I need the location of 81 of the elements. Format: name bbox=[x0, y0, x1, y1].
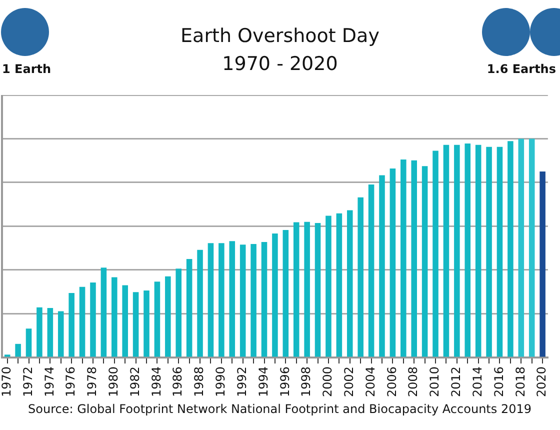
bar bbox=[314, 222, 321, 357]
bar bbox=[90, 282, 96, 357]
bar bbox=[432, 150, 438, 357]
bar bbox=[250, 244, 256, 357]
bar bbox=[58, 311, 64, 357]
bar bbox=[400, 160, 406, 357]
x-tick-label: 1984 bbox=[149, 366, 164, 398]
bar bbox=[15, 344, 21, 357]
bar bbox=[293, 222, 300, 357]
x-tick-label: 1992 bbox=[234, 366, 249, 398]
x-tick-label: 1980 bbox=[106, 366, 121, 398]
x-tick-label: 1996 bbox=[278, 366, 292, 398]
x-tick-label: 1988 bbox=[192, 366, 206, 398]
x-tick-label: 1990 bbox=[214, 366, 228, 398]
bar bbox=[197, 250, 203, 357]
bar bbox=[186, 259, 192, 357]
text: 1 Earth bbox=[2, 62, 52, 76]
bar bbox=[208, 243, 214, 357]
bar bbox=[528, 138, 535, 357]
bar bbox=[336, 213, 342, 357]
x-tick-label: 2008 bbox=[406, 366, 420, 398]
bar bbox=[368, 184, 374, 357]
bar bbox=[422, 166, 428, 357]
x-tick-label: 2002 bbox=[342, 366, 356, 398]
x-tick-label: 1986 bbox=[170, 366, 185, 398]
bar bbox=[496, 146, 503, 357]
bar bbox=[218, 243, 224, 357]
x-tick-label: 2000 bbox=[320, 366, 335, 398]
x-tick-label: 2014 bbox=[470, 366, 484, 398]
bar bbox=[486, 146, 492, 357]
x-tick-label: 1998 bbox=[299, 366, 314, 398]
x-tick-label: 1978 bbox=[85, 366, 100, 398]
bar bbox=[122, 285, 128, 357]
bar bbox=[390, 168, 396, 357]
x-tick-label: 2016 bbox=[492, 366, 506, 398]
bar bbox=[443, 144, 450, 357]
x-tick-label: 2004 bbox=[363, 366, 378, 398]
bar bbox=[358, 197, 364, 357]
bar bbox=[464, 144, 471, 357]
x-tick-label: 1994 bbox=[256, 366, 270, 398]
bar bbox=[508, 141, 514, 357]
bar bbox=[176, 268, 182, 357]
bar bbox=[26, 328, 32, 357]
bar bbox=[454, 144, 460, 357]
bar bbox=[47, 308, 54, 357]
bar bbox=[68, 292, 74, 357]
bar bbox=[540, 172, 546, 357]
bar bbox=[36, 307, 42, 357]
text: 1.6 Earths bbox=[486, 62, 556, 76]
bar bbox=[282, 230, 289, 357]
x-tick-label: 2018 bbox=[513, 366, 528, 398]
bar bbox=[79, 286, 86, 357]
x-tick-label: 2012 bbox=[449, 366, 464, 398]
bar bbox=[144, 290, 150, 357]
bar bbox=[272, 233, 278, 357]
bar bbox=[112, 277, 118, 357]
x-tick-label: 2006 bbox=[384, 366, 399, 398]
bar bbox=[379, 175, 385, 357]
bar bbox=[518, 138, 524, 357]
bar bbox=[132, 292, 139, 357]
bar bbox=[240, 244, 246, 357]
x-tick-label: 1976 bbox=[64, 366, 78, 398]
chart-subtitle: 1970 - 2020 bbox=[222, 53, 338, 75]
bar bbox=[304, 222, 310, 357]
x-tick-label: 1982 bbox=[128, 366, 142, 398]
chart-title: Earth Overshoot Day bbox=[180, 24, 380, 49]
bar bbox=[411, 160, 417, 357]
bar bbox=[326, 216, 332, 357]
bar bbox=[229, 241, 236, 357]
source-note: Source: Global Footprint Network National Footprint and Biocapacity Accounts 2019 bbox=[28, 402, 532, 416]
bar bbox=[165, 276, 171, 357]
x-tick-label: 2020 bbox=[534, 366, 549, 398]
bar bbox=[261, 242, 268, 357]
bar bbox=[346, 210, 353, 357]
bar bbox=[100, 268, 107, 357]
x-tick-label: 1972 bbox=[20, 366, 35, 398]
x-tick-label: 1970 bbox=[0, 366, 14, 398]
bar bbox=[475, 144, 482, 357]
x-tick-label: 2010 bbox=[428, 366, 442, 398]
x-tick-label: 1974 bbox=[42, 366, 56, 398]
bar bbox=[154, 282, 160, 357]
